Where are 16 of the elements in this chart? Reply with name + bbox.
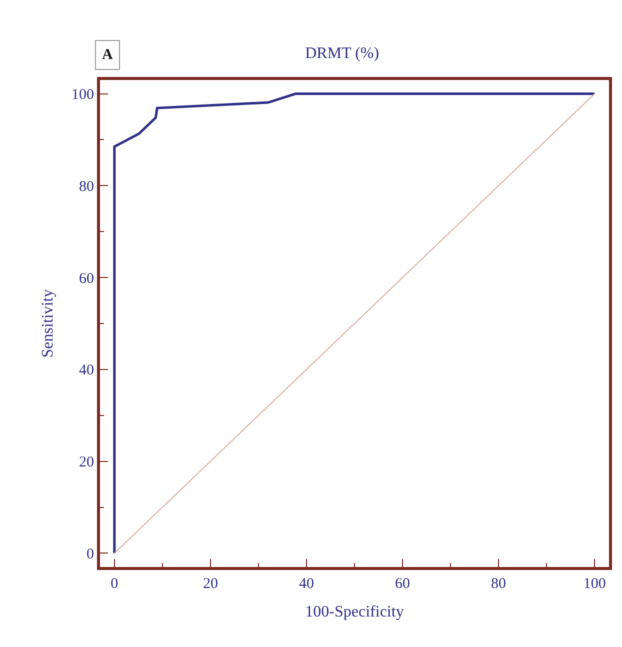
x-tick-label: 0 xyxy=(110,576,118,592)
text: A xyxy=(102,47,113,63)
x-tick-label: 40 xyxy=(298,576,314,592)
chart-title: DRMT (%) xyxy=(305,45,380,62)
y-tick-label: 20 xyxy=(79,454,94,471)
y-tick-label: 80 xyxy=(79,178,94,195)
y-axis-title: Sensitivity xyxy=(39,289,56,358)
x-tick-label: 60 xyxy=(395,576,410,592)
y-tick-label: 100 xyxy=(72,87,94,104)
y-tick-label: 60 xyxy=(79,270,94,287)
y-tick-label: 0 xyxy=(86,546,94,562)
x-tick-label: 80 xyxy=(491,576,506,592)
y-tick-label: 40 xyxy=(79,362,94,379)
x-tick-label: 20 xyxy=(202,576,218,592)
x-axis-title: 100-Specificity xyxy=(305,604,404,621)
x-tick-label: 100 xyxy=(583,576,606,592)
